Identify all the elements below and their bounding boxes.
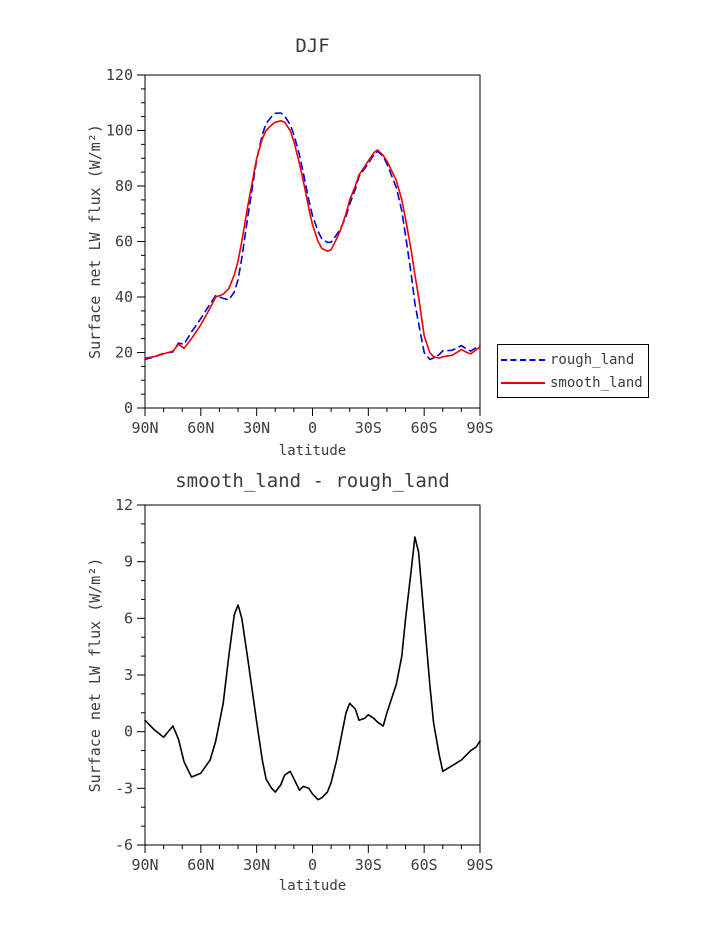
- diff-x-axis-label: latitude: [279, 878, 346, 894]
- djf-plot-frame: [144, 74, 481, 409]
- diff-x-tick-label: 30S: [355, 856, 382, 874]
- diff-y-tick-label: -6: [115, 836, 133, 854]
- diff-x-tick-label: 60N: [187, 856, 214, 874]
- djf-y-tick-label: 100: [106, 122, 133, 140]
- rough-land-line-sample: [501, 358, 545, 361]
- diff-x-tick-label: 90S: [466, 856, 493, 874]
- diff-x-tick-label: 90N: [131, 856, 158, 874]
- legend-row-rough-land: rough_land: [501, 353, 644, 367]
- diff-y-tick-label: 6: [124, 609, 133, 627]
- djf-x-tick-label: 60S: [411, 419, 438, 437]
- diff-chart-title: smooth_land - rough_land: [175, 470, 450, 492]
- djf-series-line-smooth_land: [144, 120, 481, 359]
- djf-x-tick-label: 60N: [187, 419, 214, 437]
- diff-series-line-smooth_land-rough_land: [144, 536, 481, 801]
- diff-x-tick-label: 0: [308, 856, 317, 874]
- djf-y-tick-label: 0: [124, 399, 133, 417]
- diff-y-tick-label: 3: [124, 666, 133, 684]
- diff-y-tick-label: 0: [124, 723, 133, 741]
- smooth-land-line-sample: [501, 381, 545, 384]
- diff-y-axis-label: Surface net LW flux (W/m²): [86, 558, 104, 793]
- djf-chart-title: DJF: [295, 35, 329, 57]
- diff-y-tick-label: -3: [115, 779, 133, 797]
- djf-x-tick-label: 90S: [466, 419, 493, 437]
- legend-box: rough_land smooth_land: [497, 344, 649, 398]
- djf-x-tick-label: 0: [308, 419, 317, 437]
- diff-y-tick-label: 9: [124, 553, 133, 571]
- djf-y-tick-label: 80: [115, 177, 133, 195]
- djf-y-tick-label: 20: [115, 344, 133, 362]
- diff-x-tick-label: 30N: [243, 856, 270, 874]
- djf-x-tick-label: 30S: [355, 419, 382, 437]
- legend-label-rough-land: rough_land: [550, 351, 635, 368]
- djf-y-tick-label: 60: [115, 233, 133, 251]
- djf-y-axis-label: Surface net LW flux (W/m²): [86, 124, 104, 359]
- djf-series-line-rough_land: [144, 112, 481, 361]
- djf-y-tick-label: 120: [106, 66, 133, 84]
- djf-x-tick-label: 90N: [131, 419, 158, 437]
- legend-label-smooth-land: smooth_land: [550, 374, 643, 391]
- diff-x-tick-label: 60S: [411, 856, 438, 874]
- diff-y-tick-label: 12: [115, 496, 133, 514]
- djf-y-tick-label: 40: [115, 288, 133, 306]
- djf-x-axis-label: latitude: [279, 443, 346, 459]
- djf-x-tick-label: 30N: [243, 419, 270, 437]
- legend-row-smooth-land: smooth_land: [501, 376, 644, 390]
